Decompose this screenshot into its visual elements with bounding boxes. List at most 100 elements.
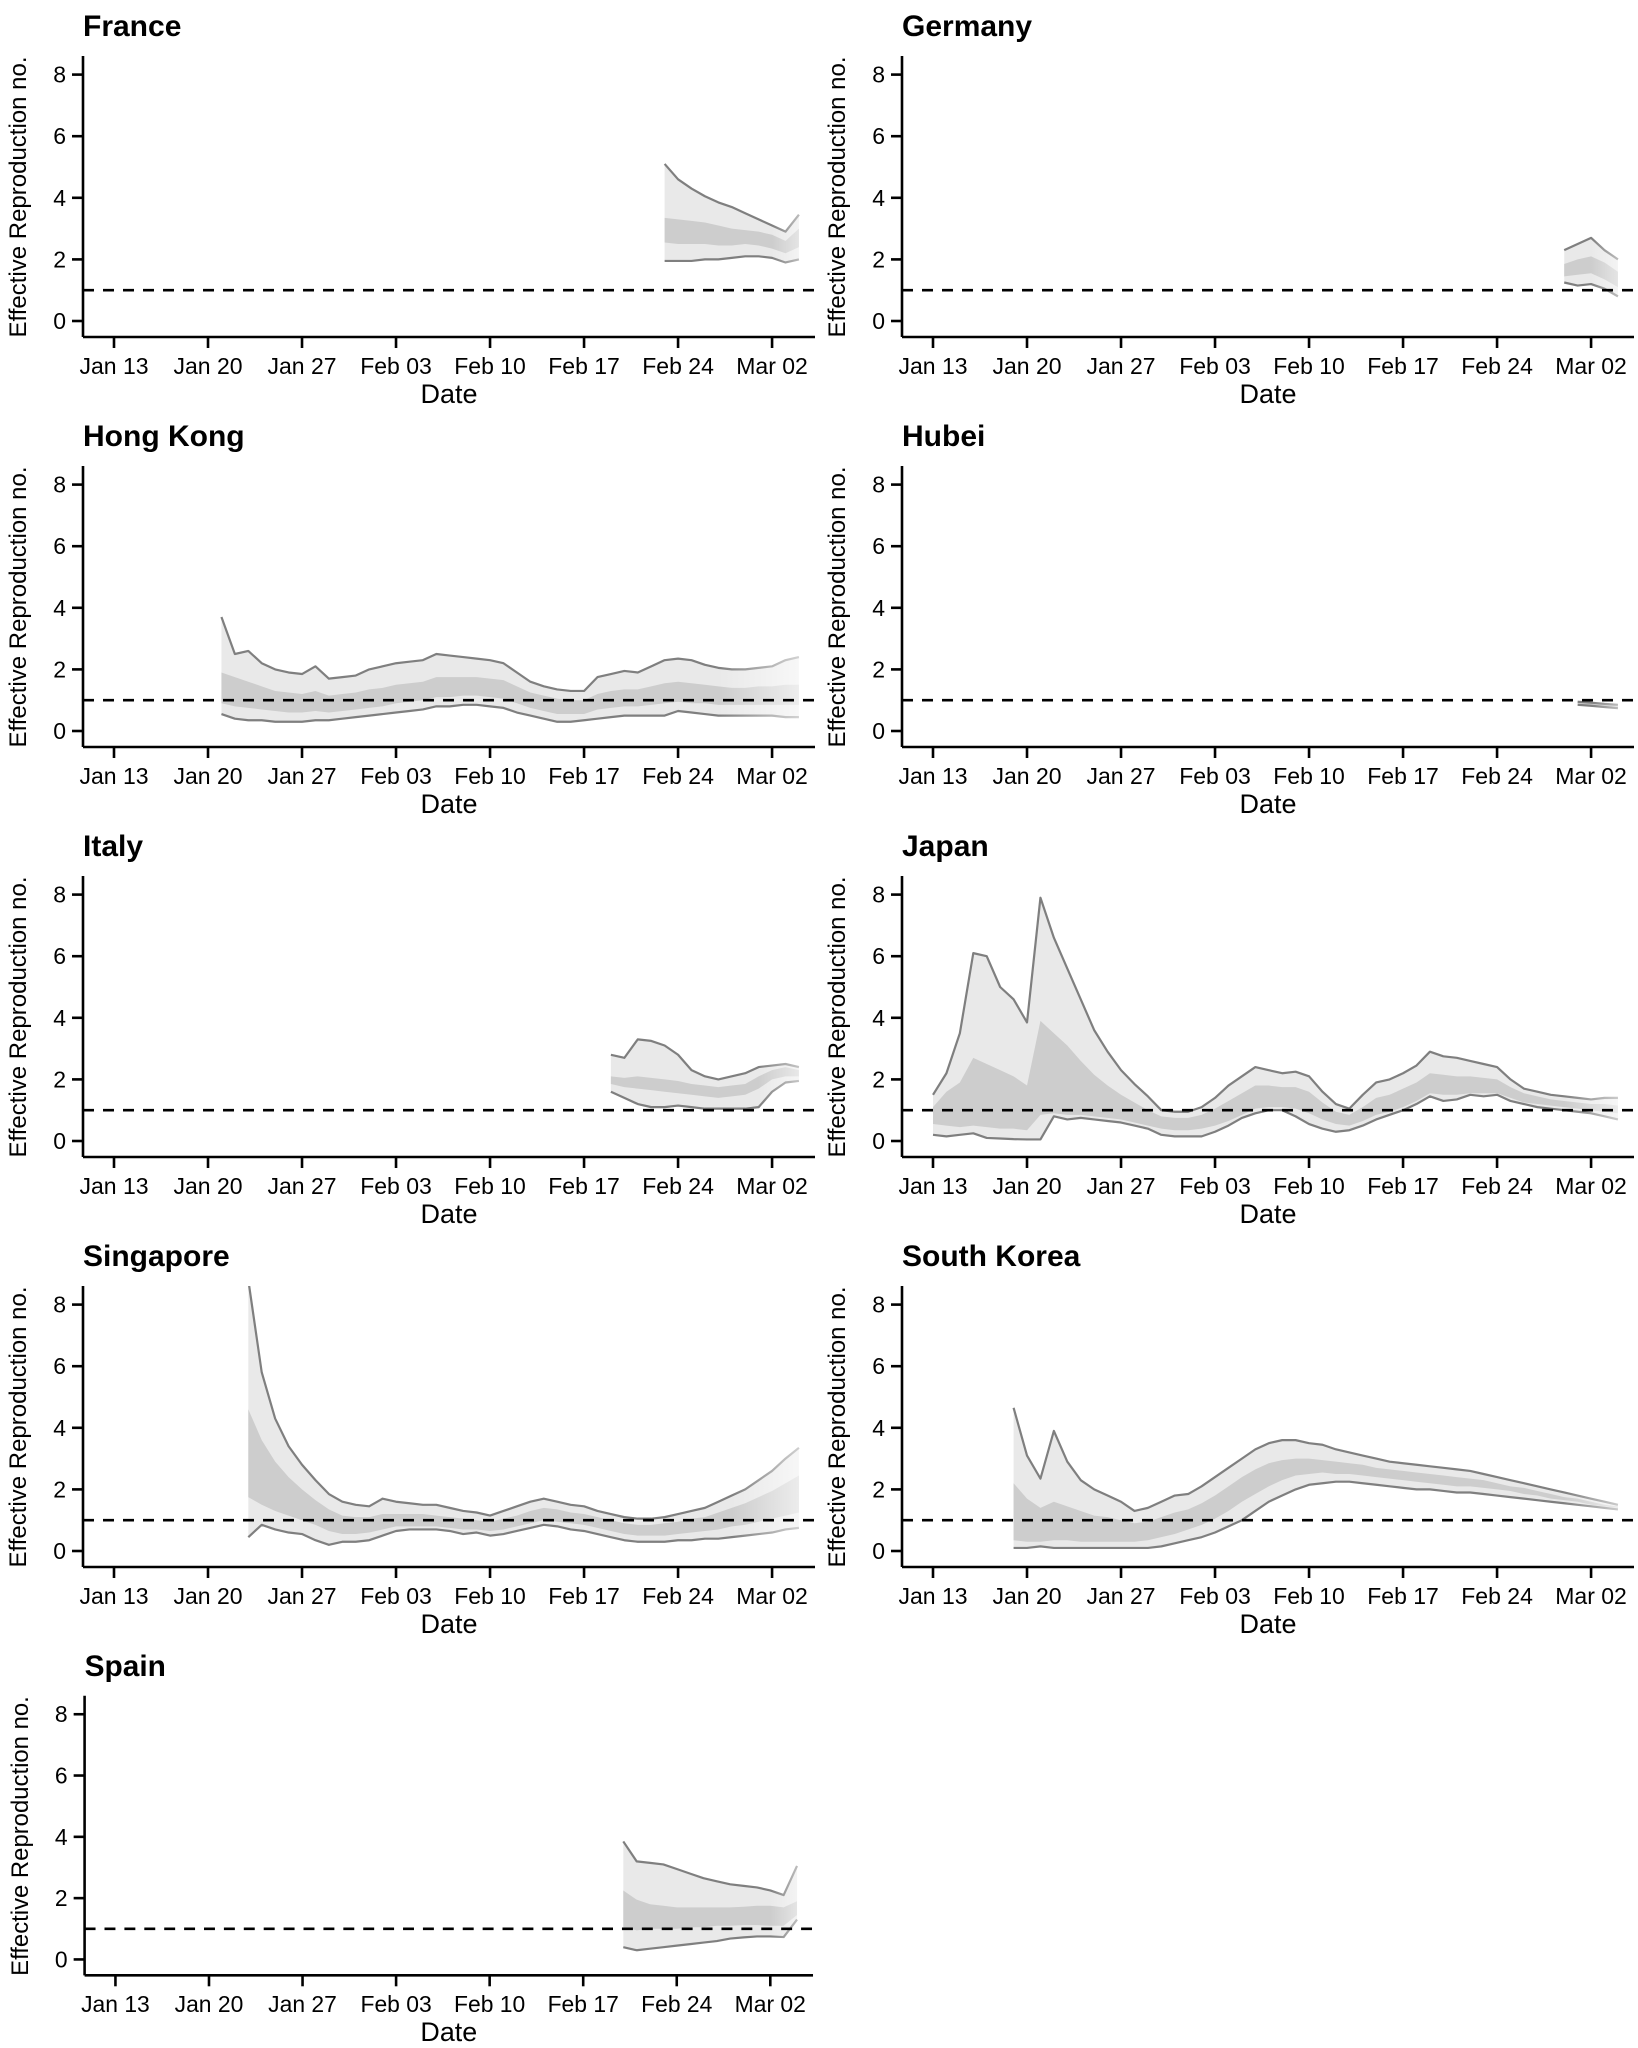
x-tick-label: Feb 24 bbox=[642, 763, 714, 789]
y-tick-label: 2 bbox=[872, 1476, 885, 1502]
inner-band bbox=[623, 1890, 798, 1931]
y-tick-label: 8 bbox=[53, 882, 66, 908]
x-tick-label: Mar 02 bbox=[736, 353, 808, 379]
x-tick-label: Feb 10 bbox=[454, 1583, 526, 1609]
x-tick-label: Mar 02 bbox=[1555, 1173, 1627, 1199]
x-tick-label: Feb 03 bbox=[360, 353, 432, 379]
fade-overlay bbox=[731, 1286, 819, 1567]
x-tick-label: Feb 24 bbox=[1461, 1583, 1533, 1609]
y-tick-label: 0 bbox=[872, 308, 885, 334]
y-tick-label: 4 bbox=[872, 1415, 885, 1441]
panel-italy: Italy Effective Reproduction no. Date 0 2 4 6 8… bbox=[0, 820, 819, 1230]
x-tick-label: Jan 27 bbox=[1086, 353, 1155, 379]
y-tick-label: 8 bbox=[872, 62, 885, 88]
y-tick-label: 4 bbox=[872, 595, 885, 621]
y-tick-label: 6 bbox=[55, 1762, 68, 1788]
panel-hong-kong: Hong Kong Effective Reproduction no. Date 0… bbox=[0, 410, 819, 820]
x-tick-label: Feb 17 bbox=[548, 763, 620, 789]
inner-band bbox=[221, 672, 799, 715]
y-tick-label: 4 bbox=[55, 1824, 68, 1850]
y-tick-label: 8 bbox=[53, 1292, 66, 1318]
x-tick-label: Feb 17 bbox=[1367, 1583, 1439, 1609]
fade-overlay bbox=[718, 466, 819, 747]
fade-overlay bbox=[772, 56, 819, 337]
x-tick-label: Feb 17 bbox=[1367, 1173, 1439, 1199]
band-lower-line bbox=[221, 703, 799, 723]
y-tick-label: 0 bbox=[53, 308, 66, 334]
x-tick-label: Jan 20 bbox=[173, 1173, 242, 1199]
singapore-chart: Singapore Effective Reproduction no. Date 0… bbox=[5, 1240, 819, 1639]
y-tick-label: 0 bbox=[53, 1128, 66, 1154]
x-axis-label: Date bbox=[1239, 379, 1296, 409]
y-tick-label: 4 bbox=[53, 1415, 66, 1441]
y-axis-label: Effective Reproduction no. bbox=[5, 466, 32, 747]
y-tick-label: 6 bbox=[53, 943, 66, 969]
inner-band bbox=[610, 1067, 799, 1098]
x-tick-label: Jan 13 bbox=[898, 763, 967, 789]
x-axis-label: Date bbox=[420, 789, 477, 819]
y-axis-label: Effective Reproduction no. bbox=[824, 56, 851, 337]
x-tick-label: Feb 17 bbox=[548, 353, 620, 379]
ribbon-group bbox=[622, 1695, 818, 1976]
panel-japan: Japan Effective Reproduction no. Date 0 2 4 6 8… bbox=[819, 820, 1638, 1230]
band-lower-line bbox=[623, 1918, 798, 1952]
x-tick-label: Feb 24 bbox=[641, 1991, 712, 2017]
x-axis-label: Date bbox=[420, 1199, 477, 1229]
panel-title: Japan bbox=[902, 830, 989, 863]
y-tick-label: 2 bbox=[53, 1066, 66, 1092]
fade-overlay bbox=[1564, 876, 1638, 1157]
x-tick-label: Mar 02 bbox=[736, 763, 808, 789]
x-tick-label: Mar 02 bbox=[735, 1991, 806, 2017]
italy-chart: Italy Effective Reproduction no. Date 0 2 4 6 8… bbox=[5, 830, 819, 1229]
inner-band bbox=[933, 1020, 1618, 1131]
panel-france: France Effective Reproduction no. Date 0 2 4 6… bbox=[0, 0, 819, 410]
y-tick-label: 8 bbox=[872, 1292, 885, 1318]
y-tick-label: 0 bbox=[872, 1538, 885, 1564]
x-tick-label: Jan 13 bbox=[79, 1173, 148, 1199]
y-tick-label: 0 bbox=[872, 718, 885, 744]
x-tick-label: Feb 24 bbox=[642, 1583, 714, 1609]
x-axis-label: Date bbox=[420, 379, 477, 409]
y-tick-label: 2 bbox=[872, 246, 885, 272]
x-tick-label: Feb 24 bbox=[1461, 353, 1533, 379]
x-tick-label: Mar 02 bbox=[1555, 353, 1627, 379]
x-axis-label: Date bbox=[420, 2017, 477, 2047]
x-tick-label: Jan 20 bbox=[992, 763, 1061, 789]
hubei-chart: Hubei Effective Reproduction no. Date 0 2 4 6 8… bbox=[824, 420, 1638, 819]
band-lower-line bbox=[1013, 1480, 1619, 1550]
france-chart: France Effective Reproduction no. Date 0 2 4 6… bbox=[5, 10, 819, 409]
x-tick-label: Mar 02 bbox=[1555, 1583, 1627, 1609]
panel-title: Germany bbox=[902, 10, 1032, 43]
x-tick-label: Feb 10 bbox=[1273, 763, 1345, 789]
y-tick-label: 2 bbox=[872, 1066, 885, 1092]
hong-kong-chart: Hong Kong Effective Reproduction no. Date 0… bbox=[5, 420, 819, 819]
x-tick-label: Jan 13 bbox=[79, 763, 148, 789]
y-tick-label: 2 bbox=[53, 1476, 66, 1502]
y-tick-label: 8 bbox=[872, 472, 885, 498]
panel-title: South Korea bbox=[902, 1240, 1081, 1273]
panel-title: Hong Kong bbox=[83, 420, 245, 453]
x-tick-label: Feb 03 bbox=[360, 1583, 432, 1609]
band-upper-line bbox=[932, 896, 1618, 1113]
y-tick-label: 4 bbox=[53, 1005, 66, 1031]
inner-band bbox=[664, 217, 799, 254]
y-axis-label: Effective Reproduction no. bbox=[824, 1286, 851, 1567]
germany-chart: Germany Effective Reproduction no. Date 0 2 4… bbox=[824, 10, 1638, 409]
x-tick-label: Feb 10 bbox=[454, 1991, 525, 2017]
x-tick-label: Feb 03 bbox=[360, 1991, 431, 2017]
ribbon-group bbox=[1012, 1286, 1638, 1567]
x-axis-label: Date bbox=[1239, 1609, 1296, 1639]
x-tick-label: Feb 10 bbox=[454, 1173, 526, 1199]
panel-title: Italy bbox=[83, 830, 143, 863]
x-tick-label: Feb 24 bbox=[642, 1173, 714, 1199]
y-tick-label: 0 bbox=[53, 718, 66, 744]
inner-band bbox=[248, 1409, 799, 1536]
x-tick-label: Feb 03 bbox=[360, 1173, 432, 1199]
x-tick-label: Feb 17 bbox=[548, 1173, 620, 1199]
x-axis-label: Date bbox=[1239, 1199, 1296, 1229]
y-tick-label: 4 bbox=[872, 1005, 885, 1031]
x-tick-label: Mar 02 bbox=[736, 1583, 808, 1609]
y-tick-label: 8 bbox=[872, 882, 885, 908]
x-tick-label: Jan 13 bbox=[79, 1583, 148, 1609]
y-tick-label: 4 bbox=[53, 185, 66, 211]
